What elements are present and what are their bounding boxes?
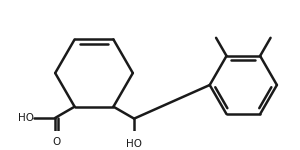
- Text: HO: HO: [18, 113, 34, 123]
- Text: O: O: [52, 137, 61, 147]
- Text: HO: HO: [126, 139, 142, 149]
